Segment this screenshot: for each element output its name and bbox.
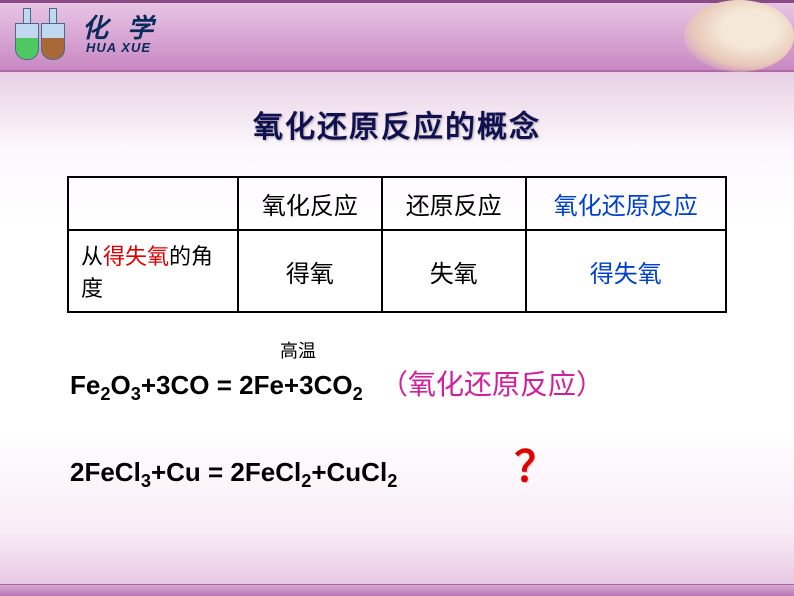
question-mark-icon: ？ <box>515 443 557 490</box>
page-title: 氧化还原反应的概念 <box>60 102 734 146</box>
cell-lose-oxygen: 失氧 <box>382 230 526 312</box>
content-area: 氧化还原反应的概念 氧化反应 还原反应 氧化还原反应 从得失氧的角度 得氧 失氧… <box>0 72 794 584</box>
chemistry-flask-icon <box>15 8 65 63</box>
header-title-pinyin: HUA XUE <box>86 40 151 55</box>
header-top-accent <box>0 0 794 3</box>
equations-block: 高温 Fe2O3+3CO = 2Fe+3CO2 （氧化还原反应） 2FeCl3+… <box>70 363 734 494</box>
table-empty-cell <box>68 177 238 230</box>
cell-gain-oxygen: 得氧 <box>238 230 382 312</box>
reaction-condition: 高温 <box>280 337 316 363</box>
equation-1: 高温 Fe2O3+3CO = 2Fe+3CO2 （氧化还原反应） <box>70 363 734 405</box>
col-header-reduction: 还原反应 <box>382 177 526 230</box>
eq2-text: 2FeCl3+Cu = 2FeCl2+CuCl2 <box>70 457 397 487</box>
flask-left-icon <box>15 8 37 58</box>
page-header: 化 学 HUA XUE <box>0 0 794 72</box>
eq1-text: Fe2O3+3CO = 2Fe+3CO2 <box>70 370 363 400</box>
annotation-redox: （氧化还原反应） <box>380 369 604 400</box>
col-header-redox: 氧化还原反应 <box>526 177 726 230</box>
row-header-highlight: 得失氧 <box>103 244 169 269</box>
table-header-row: 氧化反应 还原反应 氧化还原反应 <box>68 177 726 230</box>
concept-table: 氧化反应 还原反应 氧化还原反应 从得失氧的角度 得氧 失氧 得失氧 <box>67 176 727 313</box>
table-data-row: 从得失氧的角度 得氧 失氧 得失氧 <box>68 230 726 312</box>
row-header-prefix: 从 <box>81 244 103 269</box>
flask-right-icon <box>41 8 63 58</box>
row-header-oxygen-perspective: 从得失氧的角度 <box>68 230 238 312</box>
equation-2: 2FeCl3+Cu = 2FeCl2+CuCl2 ？ <box>70 433 734 494</box>
header-decoration-image <box>684 0 794 72</box>
cell-gain-lose-oxygen: 得失氧 <box>526 230 726 312</box>
footer-accent <box>0 584 794 596</box>
col-header-oxidation: 氧化反应 <box>238 177 382 230</box>
